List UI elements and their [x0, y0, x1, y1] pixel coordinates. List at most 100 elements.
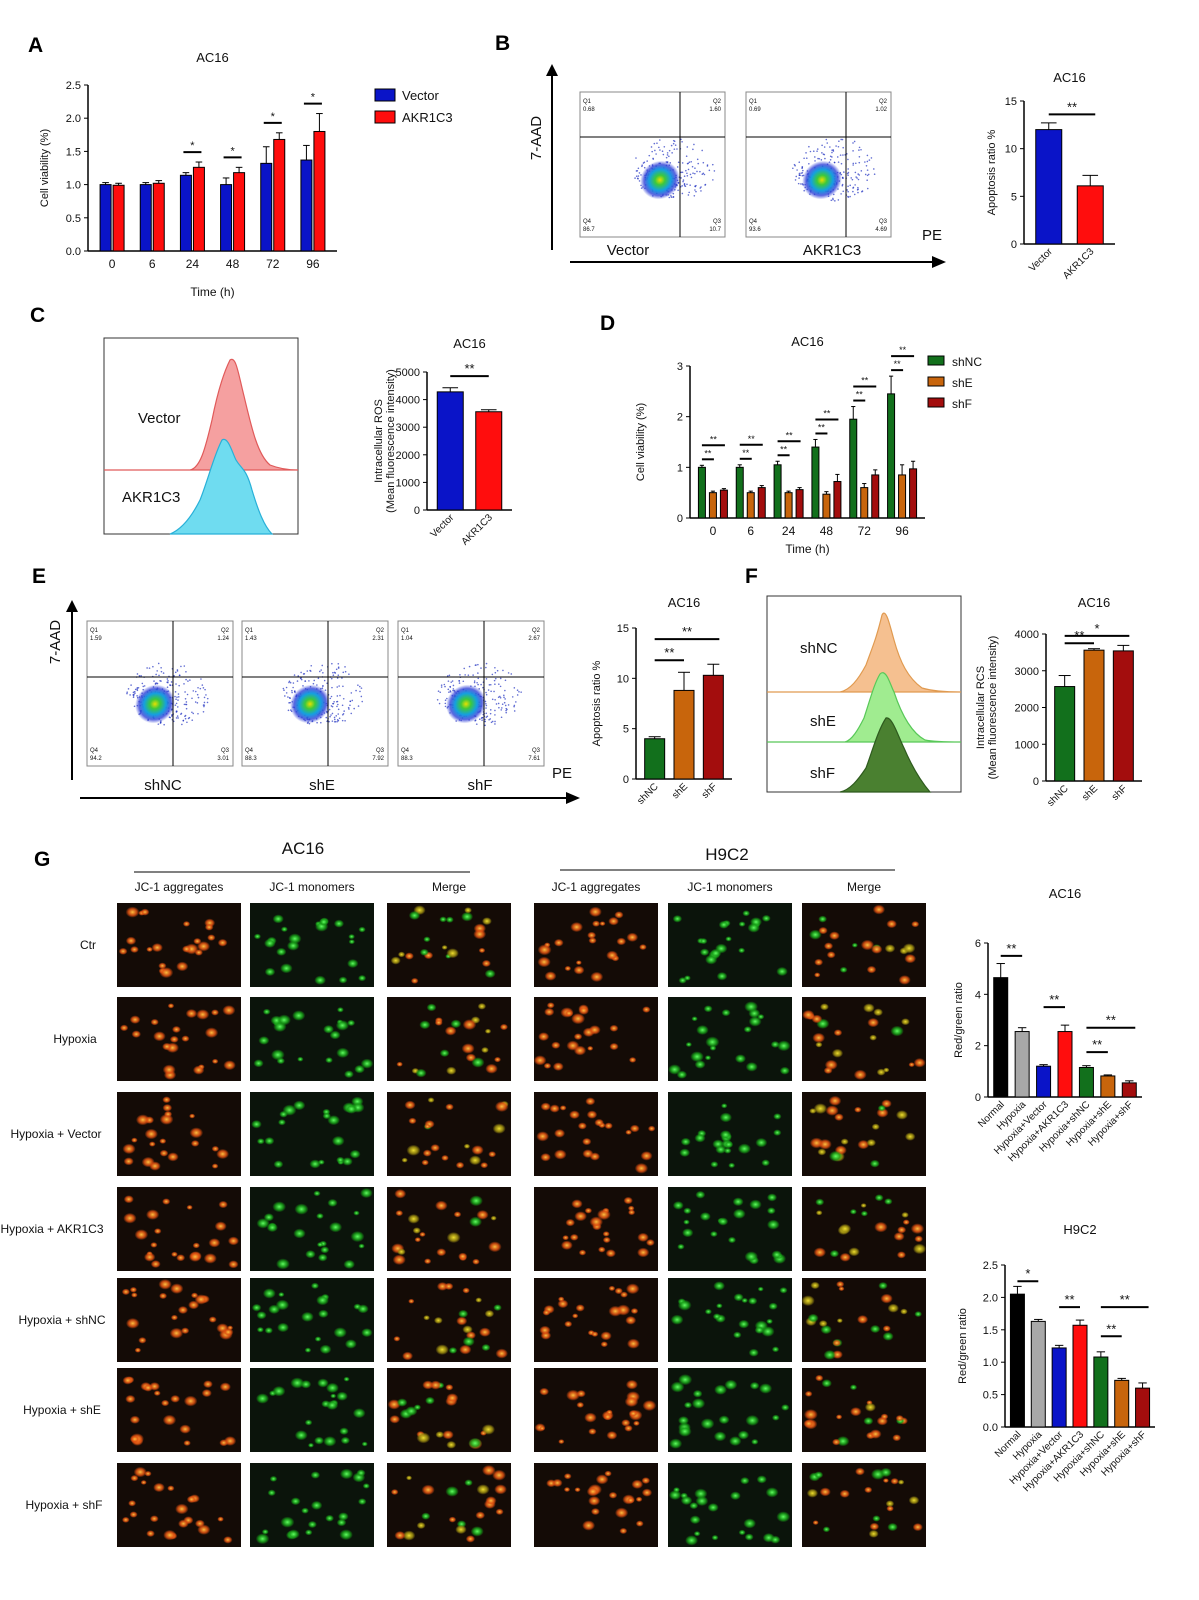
- event-dot: [180, 665, 182, 668]
- cell: [461, 911, 474, 922]
- cell: [877, 1104, 886, 1112]
- x-tick-label: Vector: [429, 512, 457, 540]
- micrograph: [802, 1463, 926, 1547]
- cell: [339, 1529, 353, 1541]
- quadrant-name: Q3: [879, 219, 888, 225]
- cell: [737, 1430, 750, 1440]
- panel-letter-e: E: [32, 565, 46, 588]
- cell: [880, 1467, 892, 1478]
- bar: [887, 393, 896, 519]
- cell: [125, 1317, 140, 1329]
- event-dot: [692, 148, 694, 151]
- event-dot: [494, 677, 497, 680]
- event-dot: [694, 185, 697, 188]
- event-dot: [847, 171, 850, 174]
- cell: [357, 1498, 367, 1505]
- event-dot: [300, 678, 303, 681]
- cell: [551, 1041, 561, 1049]
- event-dot: [288, 696, 291, 699]
- event-dot: [866, 174, 869, 177]
- event-dot: [701, 173, 704, 176]
- cell: [672, 915, 683, 923]
- event-dot: [306, 670, 309, 672]
- cell: [453, 1211, 462, 1218]
- cell: [588, 937, 597, 944]
- event-dot: [296, 680, 299, 682]
- cell: [685, 1041, 692, 1048]
- event-dot: [462, 680, 465, 683]
- cell: [347, 1019, 356, 1027]
- cell: [273, 1160, 284, 1169]
- panel-letter-c: C: [30, 304, 45, 327]
- x-tick-label: shNC: [635, 781, 660, 806]
- cell: [444, 1026, 457, 1036]
- event-dot: [436, 699, 439, 701]
- cell: [678, 1416, 689, 1425]
- event-dot: [686, 146, 689, 148]
- cell: [869, 1324, 881, 1334]
- flow-e-y-axis-label: 7-AAD: [47, 620, 64, 664]
- event-dot: [702, 161, 705, 164]
- quadrant-value: 1.59: [90, 636, 102, 642]
- cell: [590, 971, 604, 983]
- cell: [677, 1299, 692, 1311]
- cell: [625, 1315, 637, 1325]
- cell: [261, 1529, 269, 1535]
- event-dot: [798, 161, 801, 163]
- histogram-f-label-2: shE: [810, 713, 836, 730]
- cell: [445, 1103, 454, 1111]
- cell: [683, 1401, 693, 1409]
- event-dot: [854, 162, 857, 165]
- event-dot: [332, 674, 335, 677]
- cell: [228, 1260, 239, 1269]
- cell: [389, 1415, 401, 1424]
- micrograph-bg: [117, 1092, 241, 1176]
- event-dot: [174, 671, 177, 674]
- density-core: [135, 684, 175, 724]
- cell: [189, 1127, 204, 1139]
- event-dot: [205, 694, 207, 696]
- cell: [131, 1292, 138, 1298]
- event-dot: [672, 142, 675, 145]
- cell: [159, 1292, 168, 1300]
- cell: [338, 1512, 349, 1521]
- significance-label: **: [704, 448, 712, 458]
- micrograph: [387, 903, 511, 987]
- quadrant-name: Q4: [401, 748, 410, 754]
- bar: [233, 172, 246, 252]
- event-dot: [133, 693, 135, 696]
- event-dot: [682, 180, 684, 183]
- cell: [691, 1016, 698, 1022]
- cell: [614, 911, 624, 919]
- micrograph-bg: [117, 997, 241, 1081]
- significance-label: *: [311, 92, 316, 104]
- event-dot: [328, 720, 330, 723]
- event-dot: [330, 677, 333, 680]
- cell: [472, 1258, 480, 1265]
- cell: [670, 1381, 685, 1393]
- cell: [462, 1019, 477, 1031]
- cell: [140, 1479, 147, 1485]
- event-dot: [293, 674, 296, 676]
- cell: [869, 1159, 880, 1168]
- cell: [537, 944, 552, 956]
- event-dot: [635, 157, 637, 159]
- cell: [584, 1412, 597, 1423]
- event-dot: [439, 691, 442, 694]
- quadrant-name: Q4: [245, 748, 254, 754]
- cell: [738, 947, 746, 954]
- cell: [574, 1211, 587, 1222]
- cell: [397, 1248, 406, 1256]
- quadrant-value: 1.60: [709, 107, 721, 113]
- significance-label: *: [271, 111, 276, 123]
- event-dot: [355, 689, 357, 692]
- cell: [804, 1390, 813, 1397]
- cell: [329, 1030, 341, 1040]
- cell: [806, 1488, 819, 1498]
- bar: [220, 184, 233, 252]
- cell: [129, 1015, 141, 1024]
- cell: [470, 1526, 484, 1537]
